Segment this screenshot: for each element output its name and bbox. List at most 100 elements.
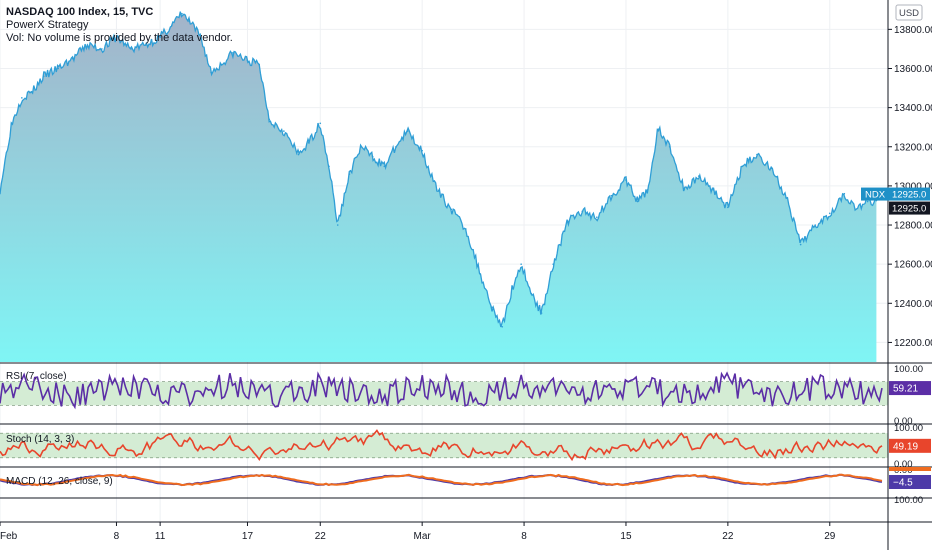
y-tick-label: 12200.00 [894,338,932,349]
price-point [727,206,729,209]
price-point [328,165,330,168]
price-point [360,145,362,148]
stoch-last-badge-value: 49.19 [893,441,918,452]
macd-tick-100: 100.00 [894,495,923,506]
price-point [421,149,423,152]
price-point [144,44,147,46]
macd-signal-line [0,473,883,487]
price-point [668,145,671,148]
macd-label[interactable]: MACD (12, 26, close, 9) [6,476,113,487]
price-point [828,212,831,215]
rsi-last-badge-box [889,381,931,396]
price-point [170,24,173,27]
price-axis: 13800.00 13600.00 13400.00 13200.00 13000.00… [888,25,932,349]
price-point [42,75,45,78]
price-point [610,194,613,197]
x-tick-label: 15 [620,531,632,542]
price-point [307,142,310,144]
last-price-badge [889,201,930,215]
time-axis: Feb 8 11 17 22 Mar 8 15 22 29 [0,522,836,542]
macd-last-badge-box [889,475,931,489]
x-tick-label: 8 [114,531,120,542]
price-point [383,165,386,168]
price-point [297,153,300,156]
price-point [31,91,33,93]
price-point [770,167,773,170]
rsi-tick-0: 0.00 [894,416,913,427]
price-point [130,48,132,50]
price-area [0,11,877,362]
price-point [232,52,234,54]
price-point [683,189,685,191]
price-point [540,312,543,314]
price-point [336,224,339,226]
y-tick-label: 13800.00 [894,25,932,36]
price-point [159,36,161,38]
price-point [57,67,60,70]
price-point [220,63,223,66]
price-point [520,263,522,265]
macd-signal-badge [889,467,931,471]
price-point [647,189,649,191]
price-point [283,130,285,132]
price-point [785,196,787,199]
price-point [799,243,802,246]
y-tick-label: 13600.00 [894,64,932,75]
stoch-last-badge-box [889,438,931,453]
ndx-badge [861,187,930,201]
chart-legend: NASDAQ 100 Index, 15, TVC PowerX Strateg… [6,6,233,45]
price-point [491,306,493,309]
rsi-last-badge-value: 59.21 [893,384,918,395]
price-point [855,208,857,211]
currency-badge-box [895,4,923,21]
price-point [843,192,846,195]
price-line [0,11,877,328]
price-point [465,228,467,230]
y-tick-label: 12400.00 [894,299,932,310]
price-point [188,20,191,23]
rsi-tick-100: 100.00 [894,364,923,375]
price-point [866,200,869,203]
currency-label: USD [899,8,919,19]
x-tick-label: 29 [824,531,836,542]
price-point [814,224,817,226]
price-point [115,36,118,38]
price-point [0,189,1,191]
last-price-value: 12925.0 [892,204,926,215]
price-point [501,325,504,328]
rsi-label[interactable]: RSI (7, close) [6,371,67,382]
rsi-line [0,371,883,410]
price-point [371,155,374,158]
price-point [200,36,202,38]
price-point [101,48,103,50]
symbol-title[interactable]: NASDAQ 100 Index, 15, TVC [6,6,154,18]
stoch-band [0,433,888,458]
y-tick-label: 12600.00 [894,260,932,271]
stoch-label[interactable]: Stoch (14, 3, 3) [6,434,75,445]
price-point [479,273,482,275]
price-point [10,122,13,125]
last-price-badges: NDX 12925.0 12925.0 [861,187,930,215]
strategy-label[interactable]: PowerX Strategy [6,19,89,31]
price-point [657,128,659,130]
price-point [268,118,271,121]
price-point [435,189,438,191]
price-point [406,130,409,132]
price-point [348,173,351,175]
price-point [246,59,249,62]
x-tick-label: 8 [521,531,527,542]
price-point [21,97,23,99]
x-tick-label: Feb [0,531,18,542]
x-tick-label: Mar [414,531,432,542]
price-point [625,179,627,181]
macd-last-badge-value: −4.5 [893,478,913,489]
price-point [581,210,584,213]
price-point [511,286,514,289]
price-point [596,216,598,218]
y-tick-label: 13000.00 [894,181,932,192]
ndx-badge-symbol: NDX [865,190,886,201]
stoch-tick-100: 100.00 [894,423,923,434]
x-tick-label: 11 [155,531,166,542]
